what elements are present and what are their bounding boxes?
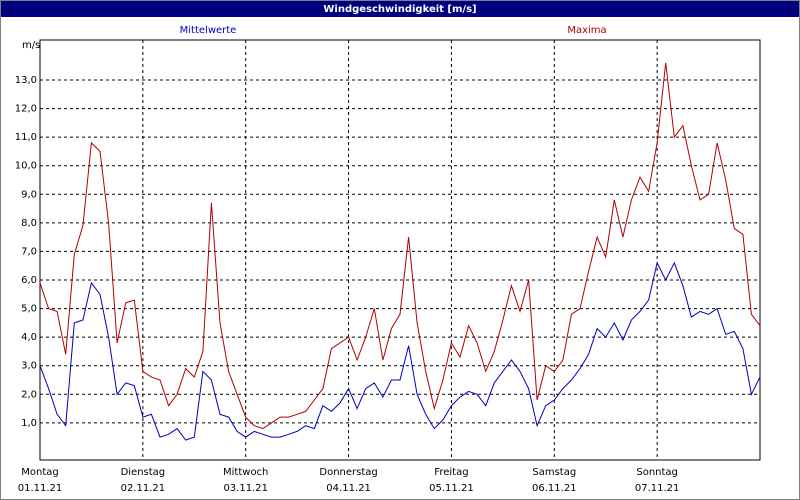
x-tick-label: Donnerstag [319,467,377,478]
x-tick-label: Mittwoch [223,467,268,478]
legend-label: Mittelwerte [180,25,237,36]
y-tick-label: 5,0 [21,304,37,315]
y-tick-label: 9,0 [21,189,37,200]
y-tick-label: 13,0 [15,75,37,86]
title-bar [1,1,799,17]
y-tick-label: 11,0 [15,132,37,143]
y-tick-label: 2,0 [21,389,37,400]
chart-title: Windgeschwindigkeit [m/s] [323,4,476,15]
x-tick-label: Sonntag [636,467,678,478]
legend-label: Maxima [567,25,606,36]
series-line [39,261,761,441]
x-tick-date: 01.11.21 [18,483,63,494]
x-tick-date: 06.11.21 [532,483,577,494]
y-tick-label: 1,0 [21,418,37,429]
y-tick-label: 3,0 [21,361,37,372]
y-tick-label: 7,0 [21,246,37,257]
x-tick-date: 04.11.21 [326,483,371,494]
x-tick-date: 03.11.21 [223,483,268,494]
x-tick-date: 02.11.21 [121,483,166,494]
series-line [39,62,761,430]
y-tick-label: 12,0 [15,104,37,115]
x-tick-label: Samstag [532,467,576,478]
y-tick-label: 6,0 [21,275,37,286]
x-tick-label: Dienstag [121,467,166,478]
x-tick-date: 05.11.21 [429,483,474,494]
y-tick-label: 10,0 [15,161,37,172]
plot-frame [39,39,761,461]
y-axis-label: m/s [22,40,40,51]
y-tick-label: 8,0 [21,218,37,229]
x-tick-label: Montag [21,467,58,478]
x-tick-date: 07.11.21 [635,483,680,494]
y-tick-label: 4,0 [21,332,37,343]
x-tick-label: Freitag [434,467,468,478]
